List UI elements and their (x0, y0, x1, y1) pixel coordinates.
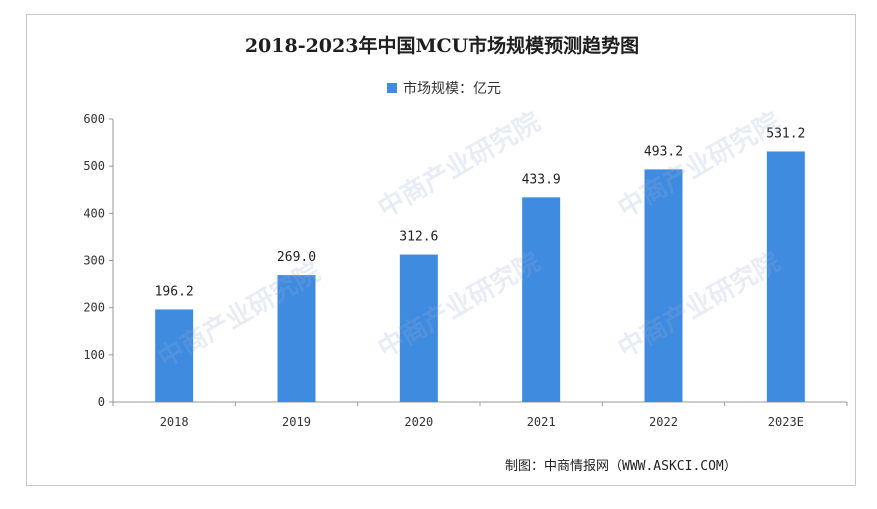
data-label: 196.2 (155, 284, 194, 299)
bar (644, 169, 683, 402)
chart-frame: 2018-2023年中国MCU市场规模预测趋势图 市场规模：亿元 0 100 200… (26, 14, 856, 486)
y-tick-label: 100 (83, 348, 105, 362)
legend-swatch (387, 83, 397, 93)
data-label: 493.2 (644, 144, 683, 159)
chart-title: 2018-2023年中国MCU市场规模预测趋势图 (244, 35, 640, 57)
data-label: 531.2 (766, 126, 805, 141)
data-label: 269.0 (277, 250, 316, 265)
x-tick-label: 2023E (768, 415, 804, 429)
legend: 市场规模：亿元 (387, 78, 501, 98)
bar-chart: 0 100 200 300 400 500 600 196.2 2018 269.0 2019 312… (83, 112, 848, 429)
y-tick-label: 600 (83, 112, 105, 126)
x-tick-label: 2022 (649, 415, 678, 429)
bar (399, 254, 438, 402)
x-tick-label: 2018 (160, 415, 189, 429)
data-label: 433.9 (522, 172, 561, 187)
y-tick-label: 400 (83, 206, 105, 220)
bar (522, 197, 561, 402)
data-label: 312.6 (399, 230, 438, 245)
y-tick-label: 200 (83, 301, 105, 315)
source-note: 制图：中商情报网（WWW.ASKCI.COM） (505, 459, 737, 474)
x-tick-label: 2021 (527, 415, 556, 429)
bar (155, 309, 194, 402)
bar (766, 151, 805, 402)
x-tick-label: 2020 (404, 415, 433, 429)
legend-label: 市场规模：亿元 (403, 81, 501, 97)
x-tick-label: 2019 (282, 415, 311, 429)
bar (277, 275, 316, 402)
y-tick-label: 300 (83, 254, 105, 268)
y-tick-label: 0 (98, 395, 105, 409)
y-tick-label: 500 (83, 159, 105, 173)
